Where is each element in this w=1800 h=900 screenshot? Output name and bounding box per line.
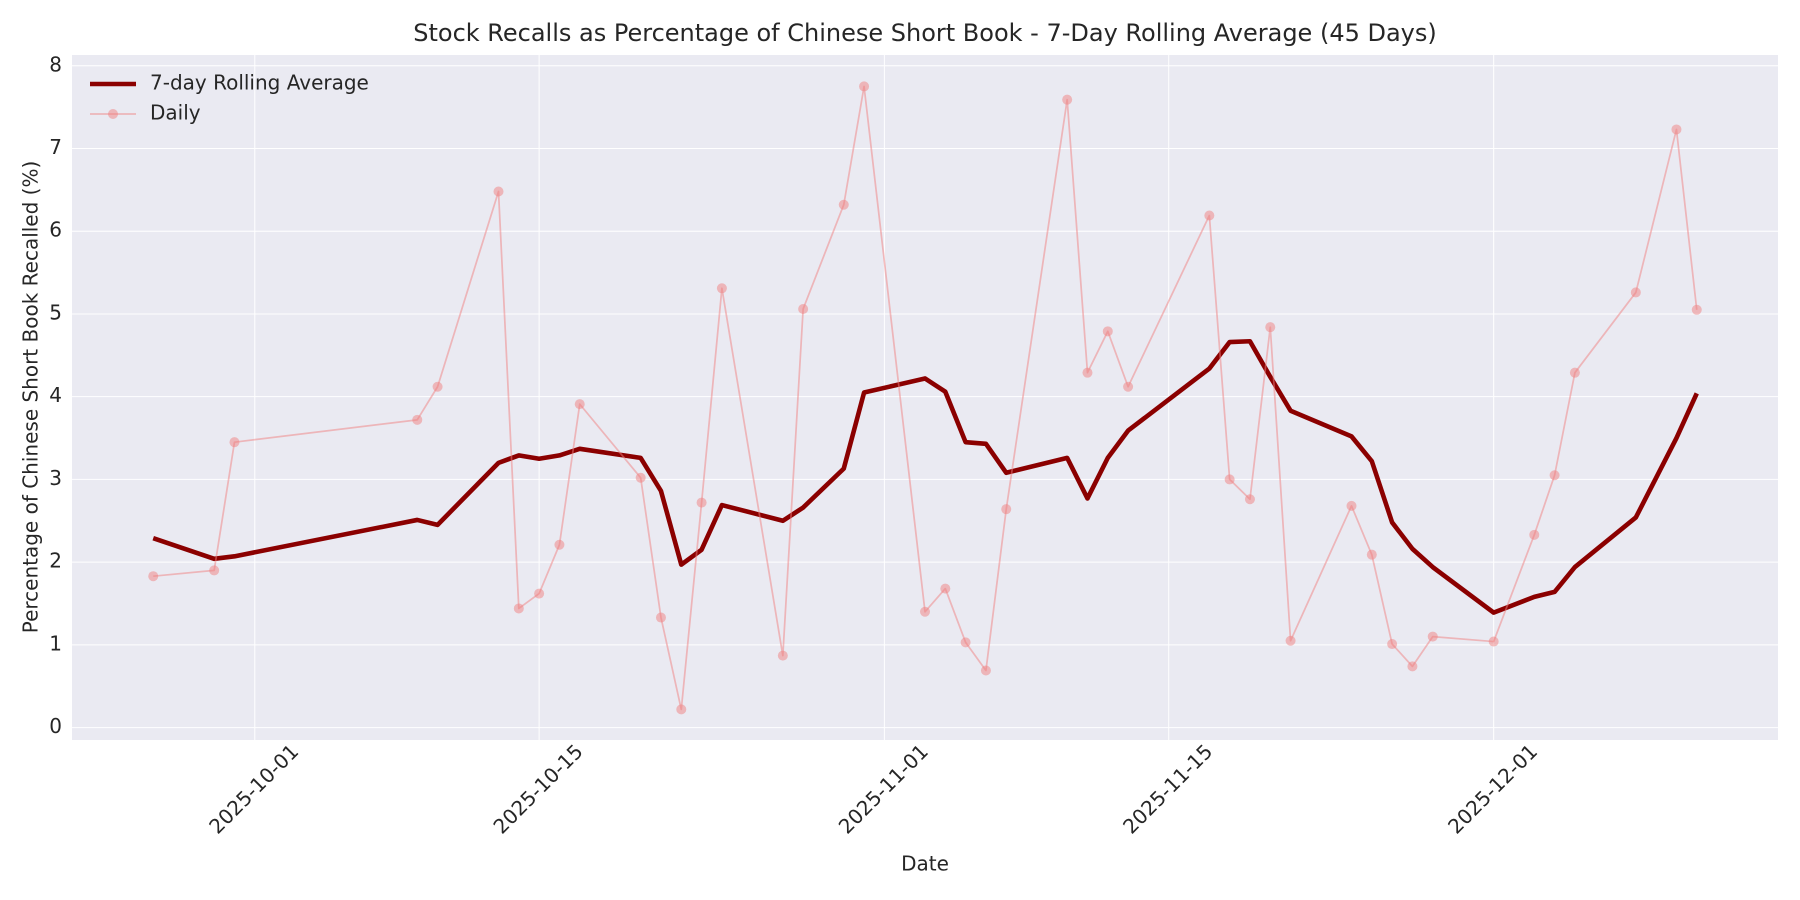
- y-tick-label: 1: [49, 631, 62, 655]
- legend-marker: [108, 109, 118, 119]
- data-point: [1224, 474, 1235, 485]
- data-point: [1102, 326, 1113, 337]
- y-tick-label: 6: [49, 218, 62, 242]
- data-point: [1244, 494, 1255, 505]
- data-point: [1427, 631, 1438, 642]
- data-point: [655, 612, 666, 623]
- data-point: [554, 539, 565, 550]
- data-point: [940, 583, 951, 594]
- y-tick-label: 5: [49, 300, 62, 324]
- data-point: [838, 199, 849, 210]
- data-point: [696, 497, 707, 508]
- data-point: [1204, 210, 1215, 221]
- data-point: [1529, 529, 1540, 540]
- data-point: [209, 565, 220, 576]
- y-tick-label: 2: [49, 549, 62, 573]
- legend-label: Daily: [150, 101, 201, 125]
- x-tick-label: 2025-11-15: [1118, 739, 1217, 838]
- y-tick-label: 8: [49, 52, 62, 76]
- data-point: [412, 414, 423, 425]
- data-point: [777, 650, 788, 661]
- y-axis-label: Percentage of Chinese Short Book Recalle…: [19, 161, 43, 634]
- data-point: [1569, 367, 1580, 378]
- data-point: [920, 606, 930, 617]
- data-point: [1387, 639, 1398, 650]
- y-tick-label: 3: [49, 466, 62, 490]
- data-point: [229, 437, 240, 448]
- plot-area: [72, 55, 1778, 740]
- data-point: [513, 603, 524, 614]
- data-point: [1082, 367, 1093, 378]
- x-tick-label: 2025-12-01: [1443, 739, 1542, 838]
- x-tick-label: 2025-11-01: [834, 739, 933, 838]
- series-line: [152, 338, 1699, 615]
- data-point: [534, 588, 545, 599]
- data-point: [980, 665, 991, 676]
- legend-label: 7-day Rolling Average: [150, 71, 369, 95]
- data-point: [1001, 504, 1012, 515]
- data-point: [716, 283, 727, 294]
- data-point: [798, 303, 809, 314]
- data-point: [1630, 287, 1641, 298]
- data-point: [1366, 549, 1377, 560]
- data-point: [1285, 635, 1296, 646]
- data-point: [493, 186, 504, 197]
- data-point: [1062, 94, 1073, 105]
- data-point: [1265, 322, 1276, 333]
- y-tick-label: 4: [49, 383, 62, 407]
- y-tick-label: 7: [49, 135, 62, 159]
- data-point: [859, 81, 870, 92]
- data-point: [574, 399, 585, 410]
- data-point: [676, 704, 687, 715]
- x-tick-label: 2025-10-01: [204, 739, 303, 838]
- y-tick-label: 0: [49, 714, 62, 738]
- data-point: [432, 381, 443, 392]
- data-point: [1123, 381, 1134, 392]
- data-point: [1691, 304, 1702, 315]
- data-point: [1671, 124, 1682, 135]
- data-point: [1488, 636, 1499, 647]
- chart-title: Stock Recalls as Percentage of Chinese S…: [413, 19, 1437, 47]
- data-point: [960, 637, 971, 648]
- x-tick-label: 2025-10-15: [488, 739, 587, 838]
- data-point: [1407, 661, 1418, 672]
- data-point: [1549, 470, 1560, 481]
- data-point: [1346, 500, 1357, 511]
- x-axis-label: Date: [901, 852, 949, 876]
- data-point: [635, 472, 646, 483]
- data-point: [148, 571, 159, 582]
